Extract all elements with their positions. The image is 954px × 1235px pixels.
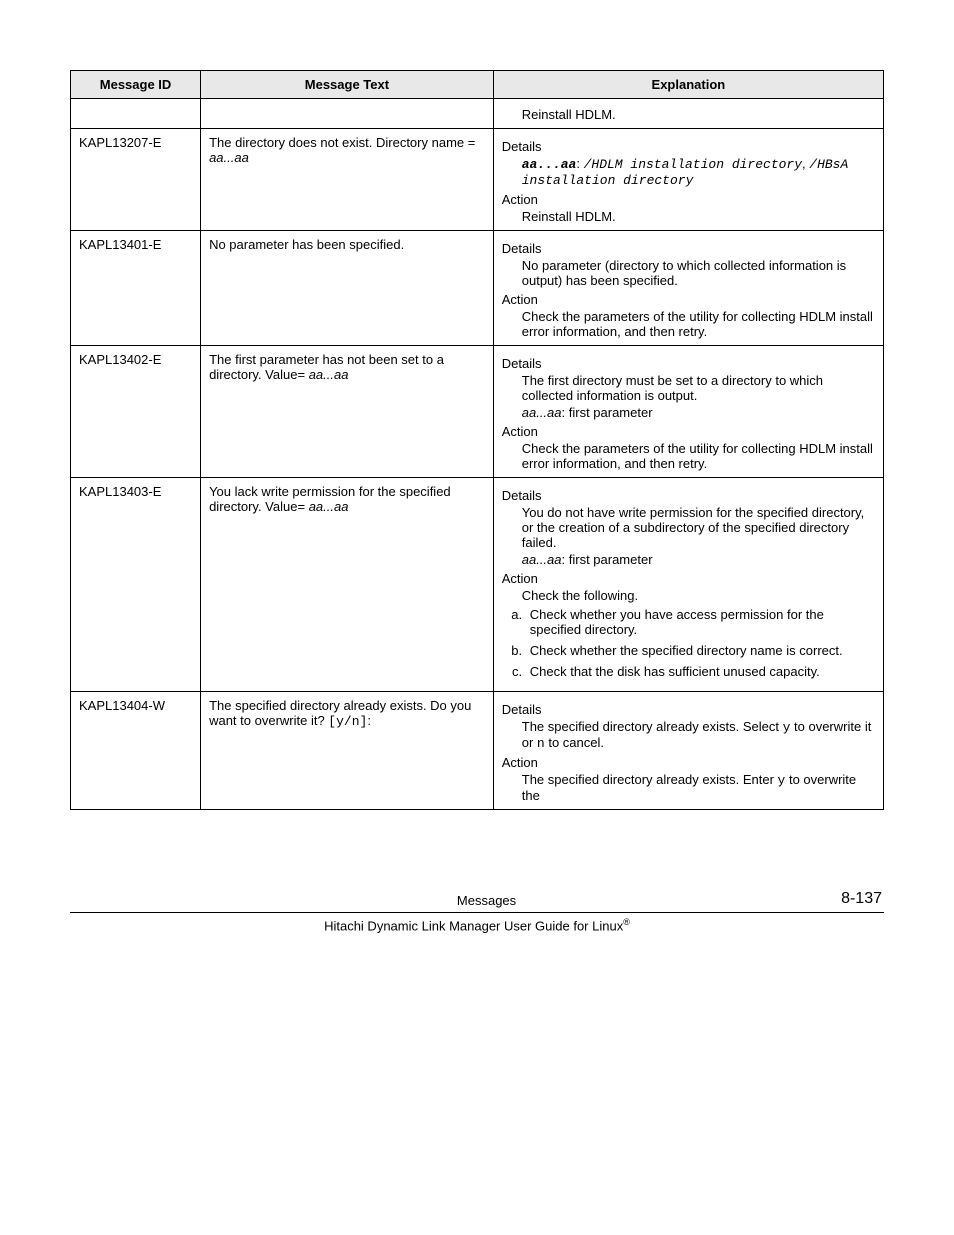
details-text: You do not have write permission for the…	[502, 505, 875, 550]
cell-exp: Details The specified directory already …	[493, 692, 883, 810]
table-row: KAPL13403-E You lack write permission fo…	[71, 478, 884, 692]
action-text: Reinstall HDLM.	[502, 209, 875, 224]
table-row: KAPL13404-W The specified directory alre…	[71, 692, 884, 810]
details-label: Details	[502, 139, 875, 154]
variable-text: aa...aa	[522, 405, 562, 420]
cell-msg: The directory does not exist. Directory …	[201, 129, 494, 231]
details-text: aa...aa: first parameter	[502, 552, 875, 567]
details-text: aa...aa: first parameter	[502, 405, 875, 420]
details-text: aa...aa: /HDLM installation directory, /…	[502, 156, 875, 188]
cell-id: KAPL13402-E	[71, 346, 201, 478]
page-container: Message ID Message Text Explanation Rein…	[0, 0, 954, 973]
cell-id: KAPL13403-E	[71, 478, 201, 692]
action-text: Check the parameters of the utility for …	[502, 441, 875, 471]
cell-id: KAPL13207-E	[71, 129, 201, 231]
action-label: Action	[502, 192, 875, 207]
cell-exp: Reinstall HDLM.	[493, 99, 883, 129]
list-item: Check whether the specified directory na…	[526, 643, 875, 658]
cell-exp: Details The first directory must be set …	[493, 346, 883, 478]
details-text: The first directory must be set to a dir…	[502, 373, 875, 403]
registered-mark: ®	[623, 917, 630, 927]
cell-exp: Details aa...aa: /HDLM installation dire…	[493, 129, 883, 231]
code-text: n	[537, 736, 545, 751]
cell-msg: No parameter has been specified.	[201, 231, 494, 346]
action-label: Action	[502, 424, 875, 439]
action-list: Check whether you have access permission…	[502, 607, 875, 679]
cell-msg: You lack write permission for the specif…	[201, 478, 494, 692]
footer-section: Messages	[457, 893, 516, 908]
cell-id: KAPL13404-W	[71, 692, 201, 810]
table-row: Reinstall HDLM.	[71, 99, 884, 129]
explanation-text: Reinstall HDLM.	[502, 107, 875, 122]
details-text: No parameter (directory to which collect…	[502, 258, 875, 288]
cell-id: KAPL13401-E	[71, 231, 201, 346]
code-text: [y/n]	[328, 714, 367, 729]
table-row: KAPL13207-E The directory does not exist…	[71, 129, 884, 231]
table-row: KAPL13401-E No parameter has been specif…	[71, 231, 884, 346]
variable-text: aa...aa	[309, 367, 349, 382]
cell-id	[71, 99, 201, 129]
list-item: Check whether you have access permission…	[526, 607, 875, 637]
code-var: aa...aa	[522, 157, 577, 172]
list-item: Check that the disk has sufficient unuse…	[526, 664, 875, 679]
details-label: Details	[502, 488, 875, 503]
variable-text: aa...aa	[209, 150, 249, 165]
message-text: The directory does not exist. Directory …	[209, 135, 475, 150]
action-label: Action	[502, 292, 875, 307]
action-text: The specified directory already exists. …	[502, 772, 875, 803]
code-path: /HDLM installation directory	[584, 157, 802, 172]
cell-exp: Details You do not have write permission…	[493, 478, 883, 692]
table-row: KAPL13402-E The first parameter has not …	[71, 346, 884, 478]
action-label: Action	[502, 571, 875, 586]
cell-msg: The first parameter has not been set to …	[201, 346, 494, 478]
messages-table: Message ID Message Text Explanation Rein…	[70, 70, 884, 810]
table-header-row: Message ID Message Text Explanation	[71, 71, 884, 99]
details-label: Details	[502, 356, 875, 371]
variable-text: aa...aa	[522, 552, 562, 567]
cell-msg	[201, 99, 494, 129]
details-label: Details	[502, 702, 875, 717]
details-text: The specified directory already exists. …	[502, 719, 875, 751]
cell-exp: Details No parameter (directory to which…	[493, 231, 883, 346]
header-explanation: Explanation	[493, 71, 883, 99]
details-label: Details	[502, 241, 875, 256]
cell-msg: The specified directory already exists. …	[201, 692, 494, 810]
action-label: Action	[502, 755, 875, 770]
header-message-id: Message ID	[71, 71, 201, 99]
header-message-text: Message Text	[201, 71, 494, 99]
variable-text: aa...aa	[309, 499, 349, 514]
page-footer: Messages 8-137 Hitachi Dynamic Link Mana…	[70, 890, 884, 933]
page-number: 8-137	[841, 890, 882, 908]
action-lead: Check the following.	[502, 588, 875, 603]
footer-title: Hitachi Dynamic Link Manager User Guide …	[70, 917, 884, 933]
action-text: Check the parameters of the utility for …	[502, 309, 875, 339]
